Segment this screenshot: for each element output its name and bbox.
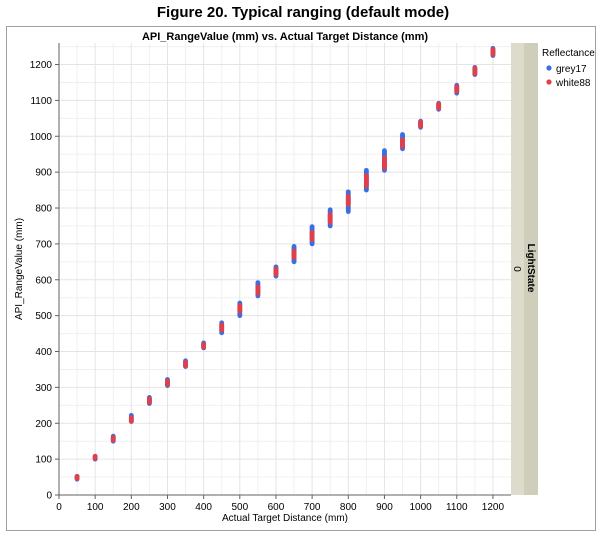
y-tick-label: 700	[35, 239, 52, 250]
data-point-white88	[92, 453, 98, 459]
y-tick-label: 100	[35, 455, 52, 466]
x-tick-label: 800	[340, 502, 357, 513]
facet-value: 0	[511, 266, 522, 272]
data-point-white88	[309, 230, 315, 235]
x-tick-label: 400	[195, 502, 212, 513]
legend-marker-white88	[546, 79, 552, 85]
data-point-white88	[273, 266, 279, 272]
data-point-white88	[237, 303, 243, 308]
data-point-white88	[74, 473, 80, 479]
facet-strip-gap	[511, 43, 524, 495]
data-point-white88	[436, 101, 442, 107]
facet-strip	[524, 43, 538, 495]
y-tick-label: 1200	[30, 60, 53, 71]
x-tick-label: 600	[268, 502, 285, 513]
y-axis-ticks: 0 100 200 300 400 500 600 700 800 900 1000 1100 1200	[30, 60, 59, 502]
y-tick-label: 600	[35, 275, 52, 286]
y-tick-label: 900	[35, 168, 52, 179]
x-tick-label: 700	[304, 502, 321, 513]
x-tick-label: 1000	[409, 502, 432, 513]
data-point-grey17	[255, 280, 261, 286]
facet-label: LightState	[525, 244, 536, 293]
data-point-white88	[201, 341, 207, 347]
data-point-white88	[345, 194, 351, 199]
data-point-white88	[255, 284, 261, 290]
data-point-white88	[382, 155, 387, 161]
data-point-grey17	[363, 167, 369, 173]
data-point-grey17	[327, 207, 333, 213]
data-point-white88	[128, 415, 134, 421]
y-tick-label: 200	[35, 419, 52, 430]
x-tick-label: 200	[123, 502, 140, 513]
data-point-white88	[472, 65, 478, 71]
data-point-white88	[291, 248, 297, 254]
data-point-white88	[110, 435, 116, 441]
x-tick-label: 0	[56, 502, 62, 513]
plot-area	[59, 43, 511, 495]
y-tick-label: 300	[35, 383, 52, 394]
data-point-grey17	[291, 244, 297, 249]
x-tick-label: 500	[231, 502, 248, 513]
legend-label-grey17: grey17	[556, 64, 587, 75]
data-point-white88	[418, 119, 423, 125]
y-tick-label: 800	[35, 204, 52, 215]
data-point-white88	[219, 322, 225, 328]
x-axis-title: Actual Target Distance (mm)	[222, 513, 348, 524]
data-point-white88	[490, 47, 496, 52]
data-point-grey17	[400, 132, 405, 137]
x-tick-label: 1200	[482, 502, 505, 513]
series-white88	[74, 47, 496, 481]
data-point-white88	[147, 396, 152, 402]
y-tick-label: 1000	[30, 132, 53, 143]
data-point-white88	[454, 84, 460, 90]
legend-marker-grey17	[546, 65, 552, 71]
data-point-grey17	[345, 189, 351, 195]
data-point-grey17	[309, 224, 315, 230]
legend-label-white88: white88	[555, 78, 591, 89]
x-axis-ticks: 0 100 200 300 400 500 600 700 800 900 1000 1100 1200	[56, 495, 504, 513]
x-tick-label: 1100	[446, 502, 468, 513]
data-point-white88	[183, 359, 188, 365]
chart-title: API_RangeValue (mm) vs. Actual Target Di…	[142, 31, 428, 43]
figure-title: Figure 20. Typical ranging (default mode…	[156, 4, 450, 21]
x-tick-label: 900	[376, 502, 393, 513]
y-tick-label: 500	[35, 311, 52, 322]
data-point-white88	[400, 137, 405, 143]
y-axis-title: API_RangeValue (mm)	[14, 218, 25, 320]
data-point-white88	[363, 173, 369, 179]
grid	[58, 43, 511, 496]
data-point-white88	[327, 212, 333, 217]
legend-title: Reflectance	[542, 48, 595, 59]
x-tick-label: 300	[159, 502, 176, 513]
data-point-grey17	[382, 148, 387, 154]
y-tick-label: 1100	[30, 96, 52, 107]
x-tick-label: 100	[87, 502, 104, 513]
data-layer	[74, 45, 496, 482]
y-tick-label: 0	[46, 491, 52, 502]
data-point-white88	[165, 378, 170, 384]
y-tick-label: 400	[35, 347, 52, 358]
